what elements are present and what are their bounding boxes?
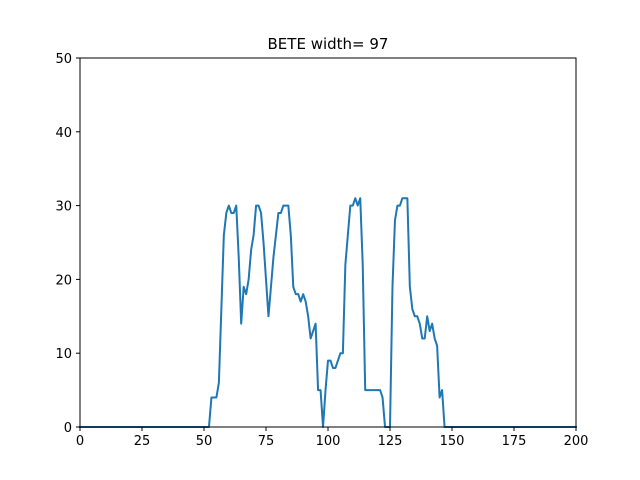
y-tick-label: 30 — [55, 200, 72, 215]
x-tick-label: 175 — [502, 434, 527, 449]
series-line-0 — [79, 197, 577, 428]
y-tick-label: 50 — [55, 52, 72, 67]
x-tick-label: 25 — [134, 434, 151, 449]
x-tick-label: 75 — [258, 434, 275, 449]
chart-title: BETE width= 97 — [268, 35, 389, 53]
axes: 0 25 50 75 100 125 150 175 200 0 10 20 30 40 50 — [55, 52, 588, 449]
x-tick-label: 0 — [76, 434, 84, 449]
y-tick-label: 10 — [55, 347, 72, 362]
x-tick-label: 50 — [196, 434, 213, 449]
x-tick-label: 125 — [378, 434, 403, 449]
x-tick-label: 200 — [564, 434, 589, 449]
y-tick-label: 0 — [64, 421, 72, 436]
y-tick-label: 20 — [55, 273, 72, 288]
y-tick-label: 40 — [55, 126, 72, 141]
plot-area — [79, 197, 577, 428]
x-tick-label: 100 — [316, 434, 341, 449]
x-tick-label: 150 — [440, 434, 465, 449]
